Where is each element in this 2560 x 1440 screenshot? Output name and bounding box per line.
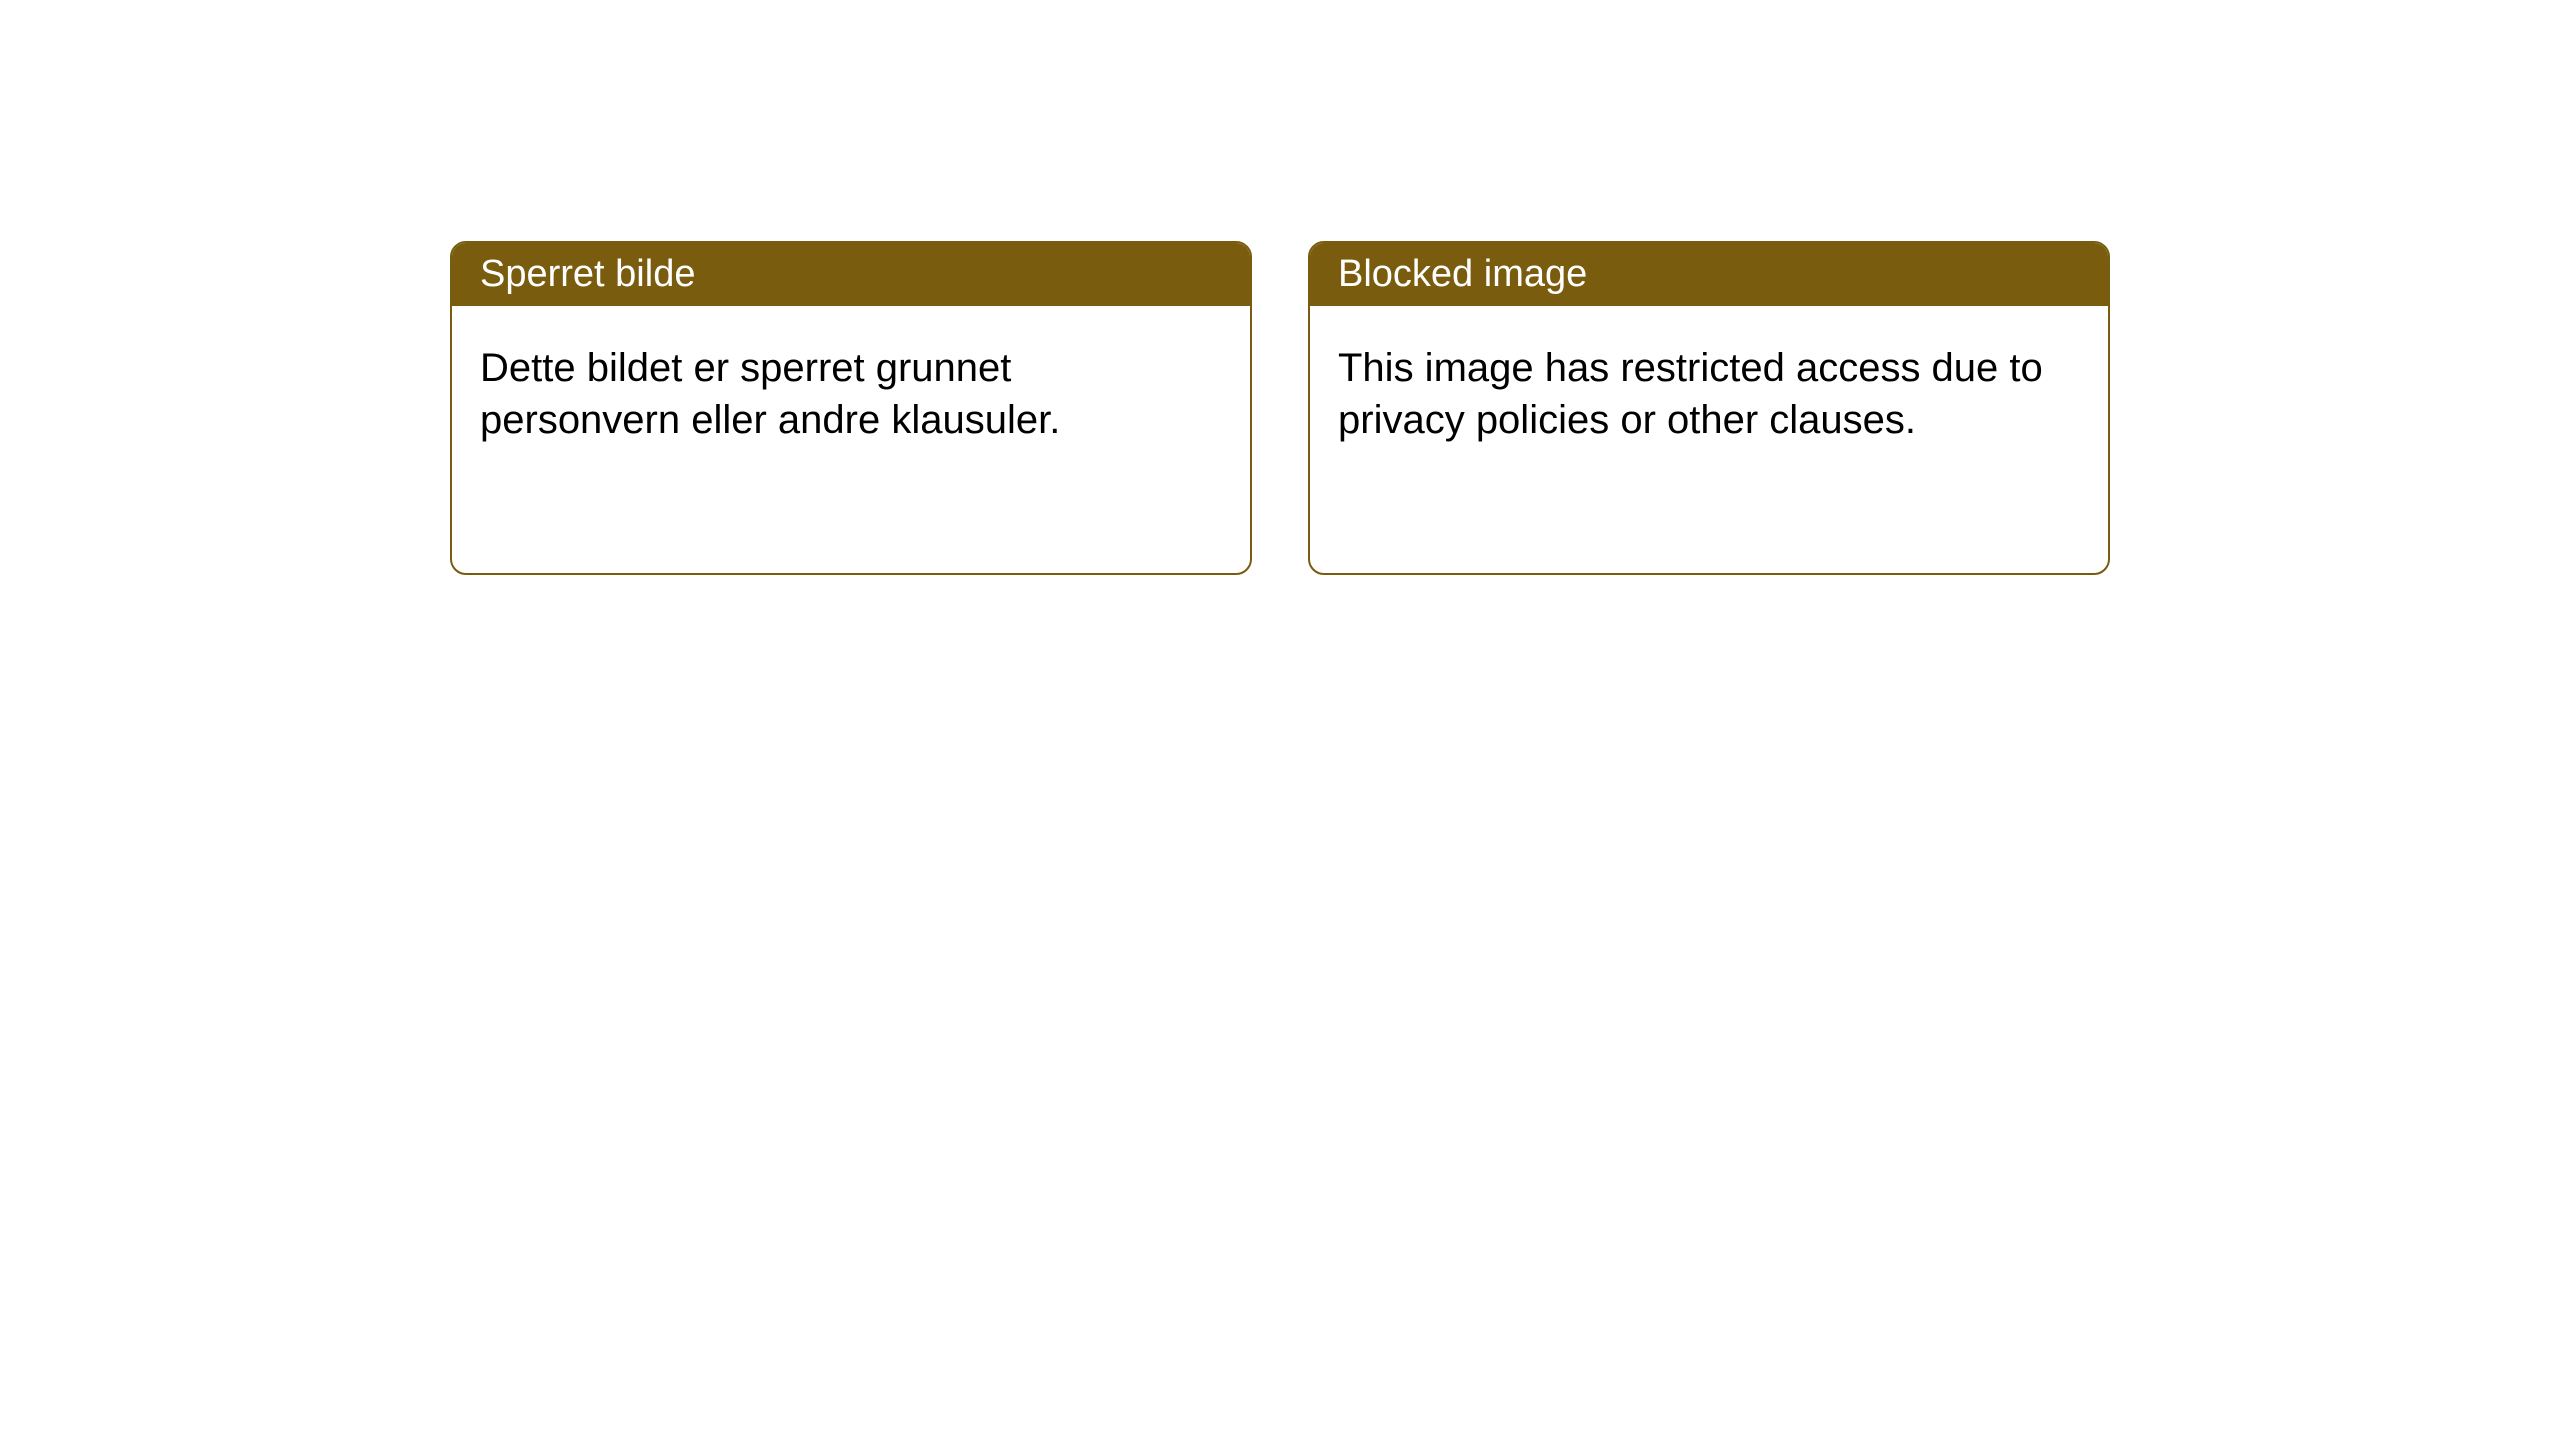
notice-cards-container: Sperret bilde Dette bildet er sperret gr… [450, 241, 2110, 575]
card-body: This image has restricted access due to … [1310, 306, 2108, 482]
notice-card-norwegian: Sperret bilde Dette bildet er sperret gr… [450, 241, 1252, 575]
card-title: Blocked image [1338, 253, 1587, 295]
card-header: Sperret bilde [452, 243, 1250, 306]
card-body-text: This image has restricted access due to … [1338, 346, 2043, 442]
card-header: Blocked image [1310, 243, 2108, 306]
notice-card-english: Blocked image This image has restricted … [1308, 241, 2110, 575]
card-title: Sperret bilde [480, 253, 695, 295]
card-body-text: Dette bildet er sperret grunnet personve… [480, 346, 1060, 442]
card-body: Dette bildet er sperret grunnet personve… [452, 306, 1250, 482]
